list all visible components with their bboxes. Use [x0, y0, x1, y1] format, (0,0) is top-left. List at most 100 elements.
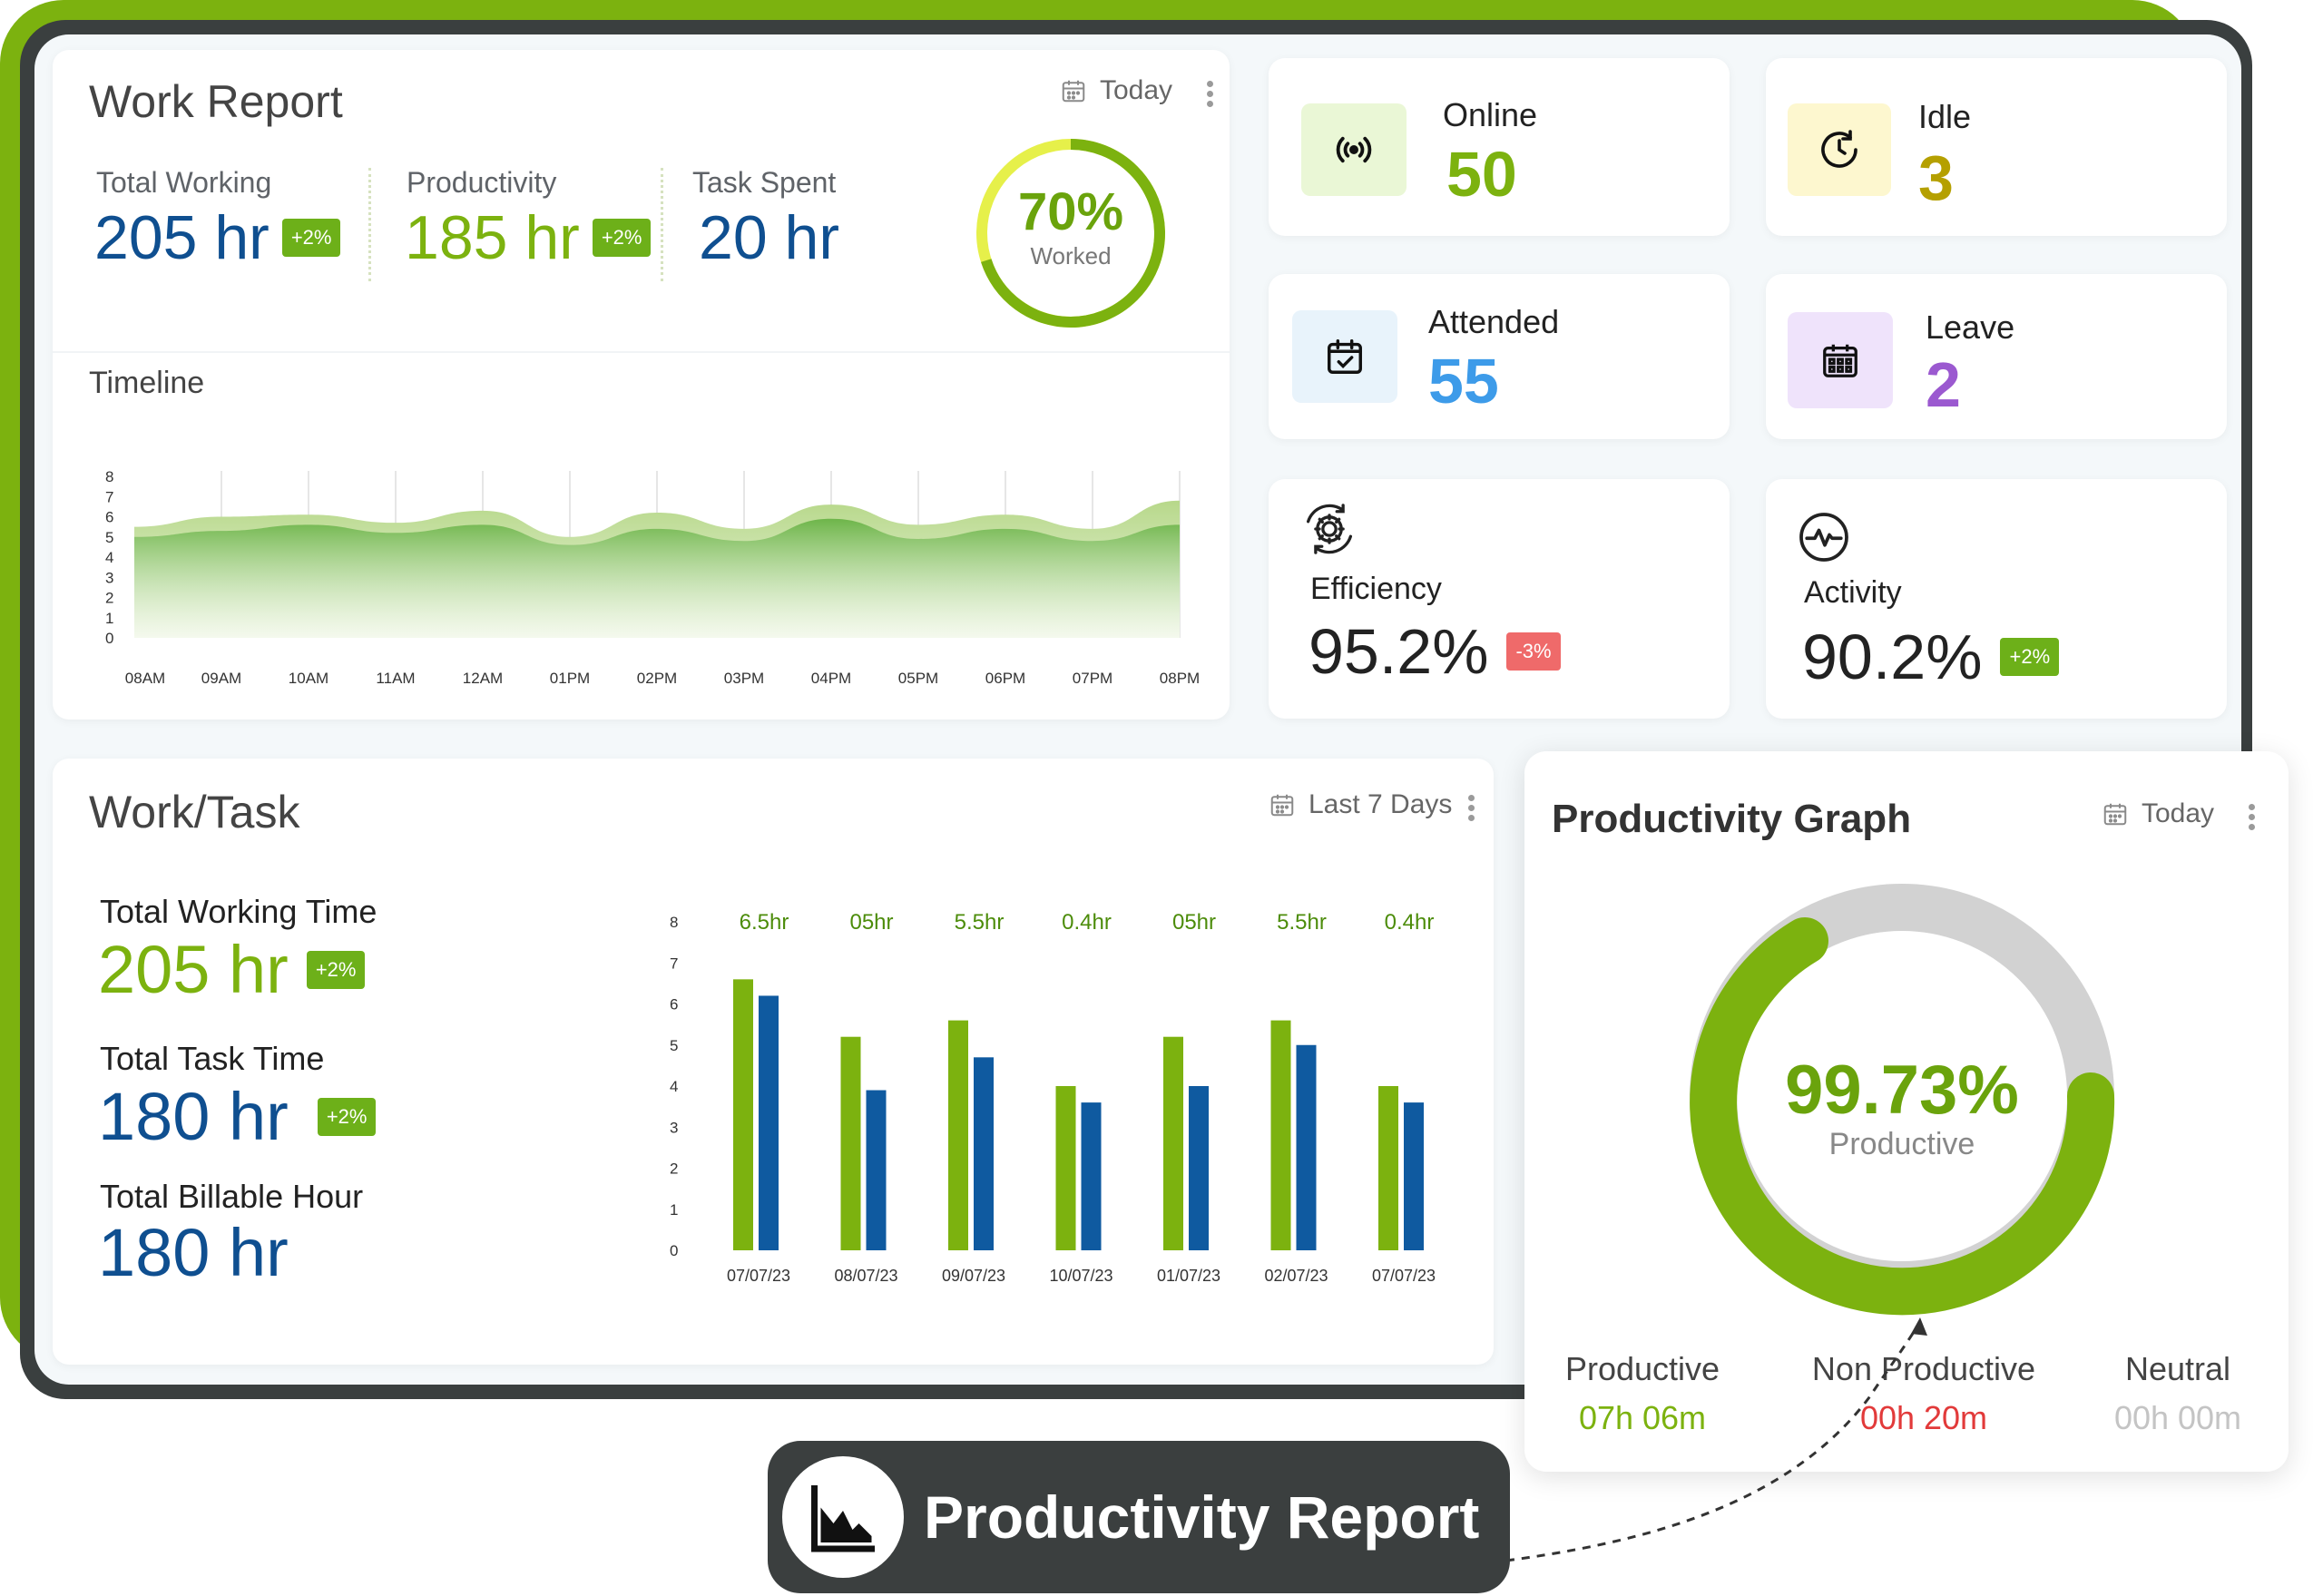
bar-x-tick: 08/07/23	[834, 1267, 897, 1285]
leave-icon-box	[1788, 312, 1893, 408]
timeline-x-tick: 06PM	[985, 670, 1025, 687]
bar-x-tick: 10/07/23	[1049, 1267, 1112, 1285]
timeline-y-tick: 3	[105, 569, 113, 586]
total-task-time-badge: +2%	[317, 1097, 377, 1136]
bar-data-label: 5.5hr	[1277, 910, 1327, 935]
bar	[974, 1057, 994, 1250]
period-selector[interactable]: Last 7 Days	[1269, 789, 1452, 820]
online-card: Online 50	[1269, 58, 1730, 236]
timeline-title: Timeline	[89, 366, 205, 400]
timeline-x-tick: 11AM	[376, 670, 415, 687]
efficiency-value: 95.2%	[1309, 616, 1489, 687]
bar	[1163, 1036, 1183, 1250]
more-options-icon[interactable]	[1207, 77, 1214, 111]
period-label: Last 7 Days	[1309, 789, 1453, 819]
period-selector[interactable]: Today	[2102, 798, 2214, 829]
total-task-time-value: 180 hr	[98, 1079, 289, 1154]
bar-x-tick: 07/07/23	[727, 1267, 790, 1285]
efficiency-card: Efficiency 95.2% -3%	[1269, 479, 1730, 719]
leave-card: Leave 2	[1766, 274, 2227, 439]
clock-icon	[1821, 130, 1857, 168]
timeline-x-tick: 03PM	[724, 670, 764, 687]
bar-y-tick: 1	[670, 1201, 678, 1219]
timeline-y-tick: 4	[105, 549, 113, 566]
productivity-report-banner[interactable]: Productivity Report	[768, 1441, 1510, 1593]
productivity-value: 185 hr +2%	[405, 202, 652, 273]
total-working-time-badge: +2%	[306, 950, 366, 989]
total-billable-hour-label: Total Billable Hour	[100, 1178, 364, 1215]
attended-value: 55	[1428, 346, 1499, 416]
legend-productive: Productive 07h 06m	[1543, 1350, 1742, 1437]
work-task-bar-chart: 8 7 6 5 4 3 2 1 0 6.5hr 07/07/23 05hr 08/07/23 5.5hr 0…	[670, 910, 1436, 1285]
productivity-number: 185 hr	[405, 203, 580, 272]
bar-data-label: 5.5hr	[955, 910, 1005, 935]
timeline-x-tick: 12AM	[463, 670, 503, 687]
timeline-x-tick: 07PM	[1073, 670, 1112, 687]
online-label: Online	[1443, 96, 1538, 133]
timeline-y-tick: 0	[105, 630, 113, 647]
bar-y-tick: 4	[670, 1078, 678, 1095]
bar-x-tick: 09/07/23	[942, 1267, 1005, 1285]
legend-neutral: Neutral 00h 00m	[2087, 1350, 2269, 1437]
total-working-label: Total Working	[96, 166, 272, 199]
total-working-time-row: 205 hr +2%	[98, 931, 366, 1008]
total-billable-hour-value: 180 hr	[98, 1215, 289, 1290]
work-task-card: Work/Task Last 7 Days Total Working Time…	[53, 759, 1494, 1365]
activity-value: 90.2%	[1802, 622, 1983, 692]
total-working-time-label: Total Working Time	[100, 893, 377, 930]
bar	[840, 1036, 861, 1250]
timeline-y-tick: 7	[105, 488, 113, 505]
divider	[661, 168, 663, 281]
donut-label: Productive	[1828, 1127, 1975, 1161]
bar-data-label: 0.4hr	[1385, 910, 1435, 935]
worked-gauge	[976, 139, 1165, 328]
timeline-x-tick: 10AM	[289, 670, 328, 687]
activity-label: Activity	[1804, 575, 1902, 610]
total-task-time-label: Total Task Time	[100, 1040, 325, 1077]
leave-label: Leave	[1926, 308, 2015, 346]
bar	[759, 995, 779, 1250]
timeline-y-tick: 5	[105, 529, 113, 546]
leave-value: 2	[1926, 349, 1961, 420]
bar	[1055, 1086, 1076, 1250]
timeline-area-front	[134, 518, 1180, 638]
timeline-x-tick: 02PM	[637, 670, 677, 687]
bar-y-tick: 6	[670, 996, 678, 1013]
bar	[1270, 1020, 1291, 1250]
bar	[1081, 1102, 1102, 1250]
productive-slice	[1690, 917, 2115, 1316]
more-options-icon[interactable]	[1468, 791, 1475, 825]
gear-refresh-icon	[1306, 504, 1353, 554]
bar-y-tick: 5	[670, 1037, 678, 1054]
legend-non-productive-value: 00h 20m	[1859, 1399, 1988, 1436]
bar-data-label: 05hr	[849, 910, 893, 935]
task-spent-value: 20 hr	[699, 203, 839, 272]
calendar-check-icon	[1328, 339, 1362, 374]
work-report-card: Work Report Today Total Working 205 hr +…	[53, 50, 1230, 720]
bar	[1378, 1086, 1398, 1250]
timeline-x-tick: 01PM	[550, 670, 590, 687]
gauge-label: Worked	[1030, 242, 1112, 269]
timeline-chart: 8 7 6 5 4 3 2 1 0 08AM 09AM 10AM 11AM 12AM 01PM 02PM 03P…	[105, 468, 1200, 687]
bar-data-label: 05hr	[1172, 910, 1216, 935]
legend-neutral-value: 00h 00m	[2113, 1399, 2242, 1436]
bar	[733, 979, 753, 1250]
timeline-y-tick: 6	[105, 509, 113, 526]
activity-value-row: 90.2% +2%	[1802, 621, 2060, 693]
period-selector[interactable]: Today	[1060, 75, 1172, 106]
bar-x-tick: 01/07/23	[1157, 1267, 1220, 1285]
timeline-y-tick: 1	[105, 610, 113, 627]
divider	[368, 168, 371, 281]
bar	[1296, 1044, 1317, 1250]
attended-card: Attended 55	[1269, 274, 1730, 439]
more-options-icon[interactable]	[2249, 800, 2256, 834]
bar-y-tick: 7	[670, 955, 678, 972]
bar-y-tick: 2	[670, 1160, 678, 1178]
period-label: Today	[1100, 75, 1173, 105]
total-task-time-row: 180 hr +2%	[98, 1078, 377, 1155]
activity-card: Activity 90.2% +2%	[1766, 479, 2227, 719]
timeline-x-tick: 08PM	[1160, 670, 1200, 687]
broadcast-icon	[1336, 136, 1372, 163]
calendar-icon	[1823, 344, 1857, 377]
online-icon-box	[1301, 103, 1407, 196]
